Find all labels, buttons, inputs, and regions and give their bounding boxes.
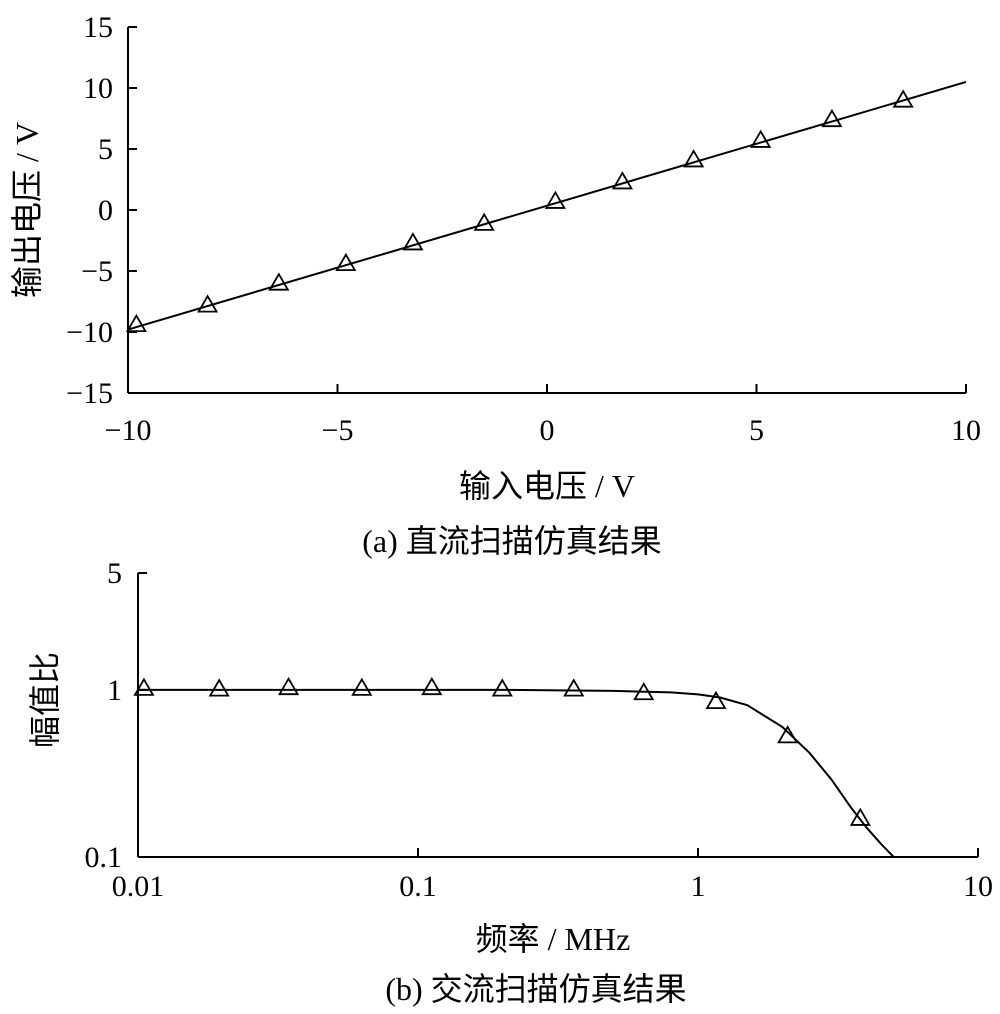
chart-b-data-point — [421, 676, 443, 696]
chart-a-data-point — [402, 232, 424, 251]
chart-a-y-tick-label: 0 — [98, 194, 113, 227]
chart-b-y-tick-label: 5 — [107, 557, 122, 590]
chart-a-y-tick-label: 5 — [98, 133, 113, 166]
chart-a-y-tick-label: −10 — [66, 316, 113, 349]
chart-b-x-tick-label: 0.01 — [112, 870, 165, 903]
chart-a-data-point — [197, 294, 219, 313]
chart-a-y-tick-label: 10 — [83, 72, 113, 105]
chart-a-caption: (a) 直流扫描仿真结果 — [362, 523, 662, 559]
chart-b-x-tick-label: 0.1 — [399, 870, 437, 903]
chart-b-data-point — [777, 725, 799, 744]
chart-a-dc-sweep: −10 −5 0 5 10 −15 −10 −5 0 5 10 15 输入电压 / V 输出电压 / … — [9, 11, 981, 559]
chart-b-x-tick-label: 1 — [691, 870, 706, 903]
chart-a-data-point — [473, 212, 495, 231]
chart-b-data-point — [563, 678, 585, 697]
chart-a-x-axis-label: 输入电压 / V — [459, 468, 635, 504]
chart-b-x-tick-label: 10 — [963, 870, 993, 903]
chart-b-y-tick-label: 0.1 — [85, 841, 123, 874]
chart-a-data-point — [125, 313, 147, 333]
chart-b-y-tick-label: 1 — [107, 674, 122, 707]
chart-b-y-axis-label: 幅值比 — [27, 652, 63, 748]
chart-a-y-tick-label: −5 — [81, 255, 113, 288]
chart-b-data-point — [278, 676, 300, 696]
chart-a-data-point — [611, 171, 633, 190]
chart-b-fit-line — [138, 688, 895, 858]
chart-a-x-tick-label: 0 — [540, 414, 555, 447]
chart-b-caption: (b) 交流扫描仿真结果 — [385, 971, 686, 1007]
chart-a-data-point — [892, 89, 914, 108]
chart-a-data-point — [750, 129, 772, 148]
chart-a-data-point — [268, 272, 290, 291]
chart-a-x-tick-label: −10 — [105, 414, 152, 447]
chart-a-data-point — [544, 190, 566, 209]
chart-a-data-point — [683, 149, 705, 168]
chart-a-series — [125, 80, 967, 333]
chart-a-y-tick-label: 15 — [83, 11, 113, 44]
chart-b-data-point — [208, 678, 230, 697]
chart-b-ac-sweep: 0.01 0.1 1 100.115 频率 / MHz 幅值比 (b) 交流扫描仿真结… — [27, 557, 993, 1007]
chart-b-ticks: 0.01 0.1 1 100.115 — [85, 557, 994, 903]
chart-b-data-point — [633, 682, 655, 701]
chart-a-y-axis-label: 输出电压 / V — [9, 122, 45, 298]
chart-b-data-point — [351, 677, 373, 696]
chart-a-x-tick-label: −5 — [322, 414, 354, 447]
chart-a-x-tick-label: 5 — [749, 414, 764, 447]
chart-b-data-point — [705, 690, 727, 710]
chart-a-ticks: −10 −5 0 5 10 −15 −10 −5 0 5 10 15 — [66, 11, 981, 447]
chart-b-series — [133, 676, 895, 858]
chart-b-data-point — [849, 807, 871, 826]
chart-b-data-point — [133, 677, 155, 696]
chart-a-data-point — [821, 108, 843, 128]
chart-b-data-point — [491, 678, 513, 697]
chart-a-data-point — [335, 252, 357, 272]
chart-a-x-tick-label: 10 — [951, 414, 981, 447]
chart-a-y-tick-label: −15 — [66, 377, 113, 410]
chart-b-x-axis-label: 频率 / MHz — [476, 921, 631, 957]
